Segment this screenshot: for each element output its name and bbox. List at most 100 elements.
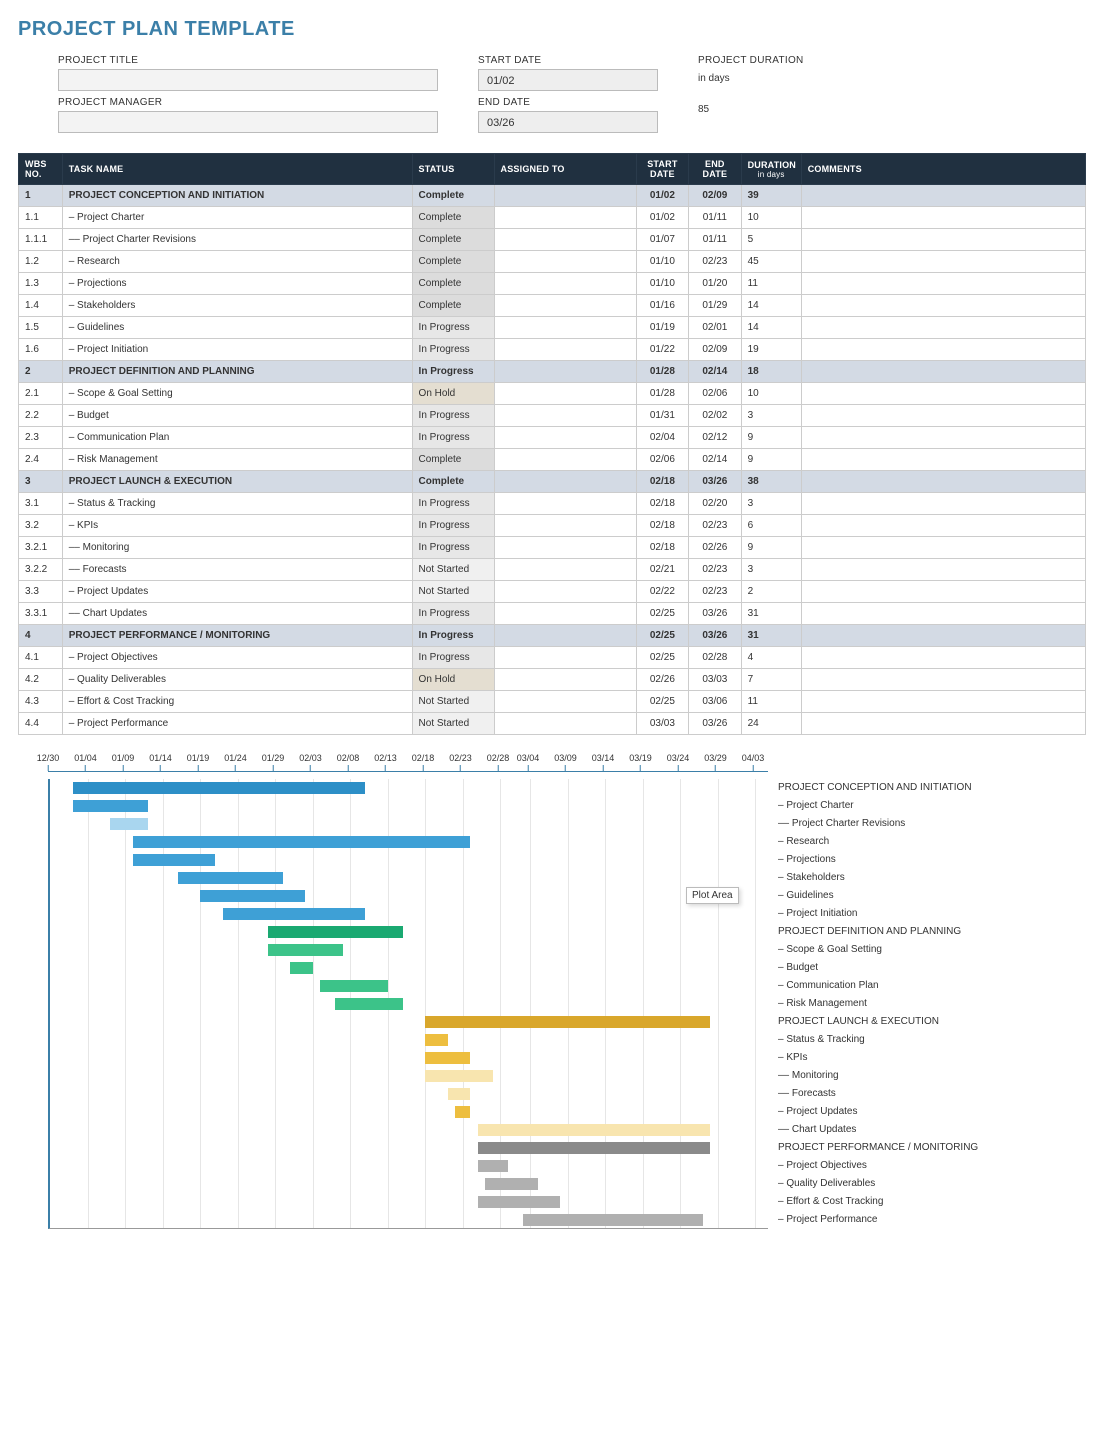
gantt-row	[50, 1121, 768, 1139]
cell-duration: 24	[741, 713, 801, 735]
gantt-body: PROJECT CONCEPTION AND INITIATION– Proje…	[48, 779, 768, 1229]
gantt-bar	[178, 872, 283, 884]
table-row: 3PROJECT LAUNCH & EXECUTIONComplete02/18…	[19, 471, 1086, 493]
gantt-bar	[73, 800, 148, 812]
cell-status: In Progress	[412, 339, 494, 361]
cell-end: 02/26	[689, 537, 741, 559]
cell-task: – KPIs	[62, 515, 412, 537]
cell-comments	[801, 625, 1085, 647]
cell-start: 01/10	[636, 273, 688, 295]
cell-duration: 9	[741, 537, 801, 559]
gantt-legend-label: – Quality Deliverables	[778, 1178, 875, 1189]
end-date-input[interactable]: 03/26	[478, 111, 658, 133]
gantt-bar	[478, 1124, 711, 1136]
cell-duration: 31	[741, 625, 801, 647]
cell-end: 02/23	[689, 515, 741, 537]
cell-task: PROJECT PERFORMANCE / MONITORING	[62, 625, 412, 647]
cell-comments	[801, 515, 1085, 537]
page-title: PROJECT PLAN TEMPLATE	[18, 18, 1086, 41]
start-date-input[interactable]: 01/02	[478, 69, 658, 91]
cell-status: In Progress	[412, 405, 494, 427]
cell-comments	[801, 691, 1085, 713]
cell-duration: 10	[741, 383, 801, 405]
gantt-row	[50, 977, 768, 995]
cell-comments	[801, 185, 1085, 207]
cell-comments	[801, 251, 1085, 273]
cell-assigned	[494, 581, 636, 603]
gantt-bar	[478, 1142, 711, 1154]
cell-status: In Progress	[412, 427, 494, 449]
cell-task: – Project Charter	[62, 207, 412, 229]
cell-assigned	[494, 647, 636, 669]
gantt-legend-label: – Project Initiation	[778, 908, 858, 919]
cell-start: 02/26	[636, 669, 688, 691]
project-title-label: PROJECT TITLE	[58, 55, 438, 66]
gantt-bar	[133, 836, 471, 848]
gantt-bar	[478, 1196, 561, 1208]
cell-start: 02/25	[636, 647, 688, 669]
cell-assigned	[494, 669, 636, 691]
gantt-tick: 03/19	[629, 753, 652, 771]
cell-comments	[801, 559, 1085, 581]
cell-wbs: 4.4	[19, 713, 63, 735]
gantt-tick: 02/13	[374, 753, 397, 771]
cell-comments	[801, 361, 1085, 383]
col-status: STATUS	[412, 154, 494, 185]
cell-wbs: 3.3	[19, 581, 63, 603]
cell-task: – Stakeholders	[62, 295, 412, 317]
cell-assigned	[494, 515, 636, 537]
gantt-bar	[425, 1034, 448, 1046]
gantt-bar	[478, 1160, 508, 1172]
cell-wbs: 2.1	[19, 383, 63, 405]
cell-task: – Project Updates	[62, 581, 412, 603]
gantt-chart: 12/3001/0401/0901/1401/1901/2401/2902/03…	[18, 753, 1086, 1229]
cell-assigned	[494, 625, 636, 647]
gantt-legend-label: – Effort & Cost Tracking	[778, 1196, 883, 1207]
gantt-tick: 01/09	[112, 753, 135, 771]
cell-assigned	[494, 713, 636, 735]
cell-duration: 3	[741, 559, 801, 581]
cell-duration: 7	[741, 669, 801, 691]
cell-status: Not Started	[412, 559, 494, 581]
cell-start: 02/21	[636, 559, 688, 581]
cell-duration: 3	[741, 493, 801, 515]
gantt-row	[50, 1103, 768, 1121]
gantt-legend-label: – Project Charter	[778, 800, 854, 811]
gantt-row	[50, 1049, 768, 1067]
table-row: 3.1– Status & TrackingIn Progress02/1802…	[19, 493, 1086, 515]
gantt-tick: 03/09	[554, 753, 577, 771]
cell-assigned	[494, 603, 636, 625]
gantt-bar	[200, 890, 305, 902]
cell-status: Complete	[412, 295, 494, 317]
gantt-legend-label: – Risk Management	[778, 998, 867, 1009]
cell-wbs: 4	[19, 625, 63, 647]
cell-comments	[801, 229, 1085, 251]
cell-wbs: 3.1	[19, 493, 63, 515]
cell-wbs: 4.2	[19, 669, 63, 691]
gantt-tick: 03/04	[517, 753, 540, 771]
gantt-row	[50, 1175, 768, 1193]
table-row: 2.2– BudgetIn Progress01/3102/023	[19, 405, 1086, 427]
cell-wbs: 1.5	[19, 317, 63, 339]
table-row: 4.2– Quality DeliverablesOn Hold02/2603/…	[19, 669, 1086, 691]
gantt-legend-label: – Project Updates	[778, 1106, 858, 1117]
table-row: 3.2– KPIsIn Progress02/1802/236	[19, 515, 1086, 537]
cell-status: In Progress	[412, 515, 494, 537]
gantt-legend-label: PROJECT PERFORMANCE / MONITORING	[778, 1142, 978, 1153]
gantt-legend-label: –– Monitoring	[778, 1070, 839, 1081]
cell-duration: 38	[741, 471, 801, 493]
project-title-input[interactable]	[58, 69, 438, 91]
gantt-legend-label: – Stakeholders	[778, 872, 845, 883]
cell-end: 02/23	[689, 251, 741, 273]
table-row: 1PROJECT CONCEPTION AND INITIATIONComple…	[19, 185, 1086, 207]
cell-start: 02/18	[636, 537, 688, 559]
cell-duration: 14	[741, 295, 801, 317]
cell-wbs: 1.2	[19, 251, 63, 273]
table-row: 1.5– GuidelinesIn Progress01/1902/0114	[19, 317, 1086, 339]
gantt-legend-label: – Scope & Goal Setting	[778, 944, 882, 955]
project-manager-input[interactable]	[58, 111, 438, 133]
cell-comments	[801, 383, 1085, 405]
cell-assigned	[494, 427, 636, 449]
cell-assigned	[494, 229, 636, 251]
cell-wbs: 1.3	[19, 273, 63, 295]
